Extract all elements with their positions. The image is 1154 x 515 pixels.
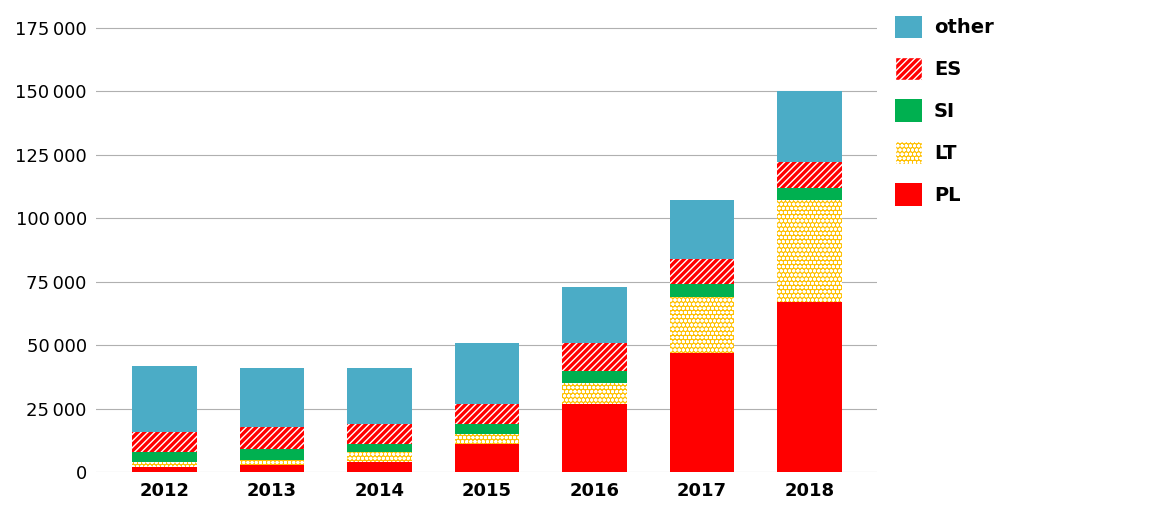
Bar: [347, 452, 412, 462]
Bar: [778, 302, 842, 472]
Bar: [562, 371, 627, 383]
Bar: [240, 368, 305, 426]
Bar: [562, 383, 627, 404]
Bar: [669, 297, 734, 353]
Bar: [778, 162, 842, 188]
Bar: [562, 342, 627, 371]
Bar: [669, 297, 734, 353]
Bar: [778, 162, 842, 188]
Bar: [455, 434, 519, 444]
Bar: [132, 467, 196, 472]
Bar: [562, 342, 627, 371]
Bar: [132, 462, 196, 467]
Bar: [778, 91, 842, 162]
Bar: [669, 284, 734, 297]
Bar: [778, 200, 842, 302]
Bar: [669, 259, 734, 284]
Bar: [240, 426, 305, 450]
Bar: [347, 368, 412, 424]
Bar: [455, 404, 519, 424]
Bar: [240, 459, 305, 465]
Bar: [240, 465, 305, 472]
Bar: [455, 404, 519, 424]
Bar: [669, 353, 734, 472]
Bar: [132, 462, 196, 467]
Bar: [347, 444, 412, 452]
Bar: [240, 459, 305, 465]
Bar: [132, 366, 196, 432]
Bar: [132, 432, 196, 452]
Bar: [347, 452, 412, 462]
Bar: [669, 259, 734, 284]
Bar: [132, 452, 196, 462]
Bar: [562, 287, 627, 342]
Bar: [240, 450, 305, 459]
Bar: [455, 424, 519, 434]
Legend: other, ES, SI, LT, PL: other, ES, SI, LT, PL: [896, 15, 994, 205]
Bar: [132, 432, 196, 452]
Bar: [455, 434, 519, 444]
Bar: [455, 342, 519, 404]
Bar: [562, 404, 627, 472]
Bar: [778, 200, 842, 302]
Bar: [455, 444, 519, 472]
Bar: [778, 188, 842, 200]
Bar: [669, 200, 734, 259]
Bar: [347, 424, 412, 444]
Bar: [240, 426, 305, 450]
Bar: [347, 462, 412, 472]
Bar: [347, 424, 412, 444]
Bar: [562, 383, 627, 404]
